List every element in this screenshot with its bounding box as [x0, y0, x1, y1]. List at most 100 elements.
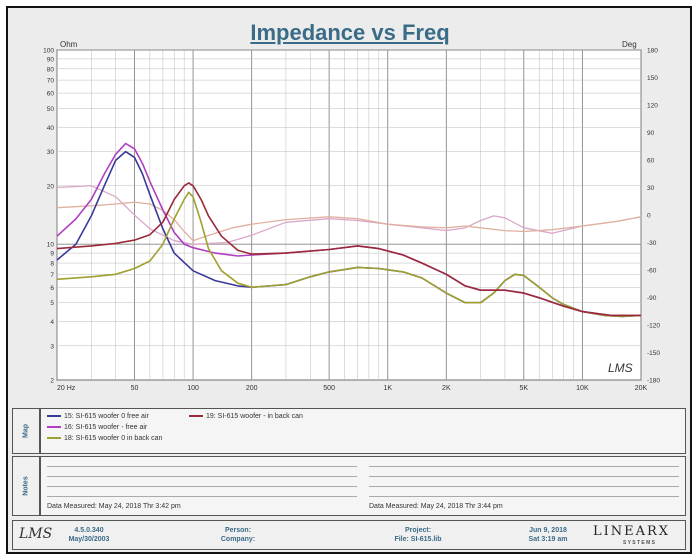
y-right-tick-label: -60: [647, 268, 657, 275]
chart-title: Impedance vs Freq: [250, 20, 450, 45]
person-label: Person:: [224, 527, 252, 534]
x-tick-labels: 20 Hz 50 100 200 500 1K 2K 5K 10K 20K: [57, 385, 648, 392]
note-line: [369, 496, 679, 497]
y-left-tick-label: 100: [43, 48, 54, 55]
plot-area: [56, 49, 642, 381]
impedance-plot: 20 Hz 50 100 200 500 1K 2K 5K 10K 20K 10090807060…: [43, 48, 660, 393]
legend-label: 18: SI-615 woofer 0 in back can: [64, 435, 163, 442]
x-tick-label: 1K: [383, 385, 392, 392]
plot-watermark: LMS: [608, 361, 633, 375]
x-tick-label: 500: [323, 385, 335, 392]
lms-logo: LMS: [19, 526, 53, 542]
x-tick-label: 50: [131, 385, 139, 392]
legend-item[interactable]: 19: SI-615 woofer - in back can: [189, 413, 303, 420]
y-left-tick-label: 70: [47, 78, 55, 85]
y-right-unit: Deg: [622, 40, 637, 49]
x-tick-label: 20 Hz: [57, 385, 76, 392]
y-right-tick-label: 90: [647, 130, 655, 137]
y-left-tick-label: 40: [47, 125, 55, 132]
legend-label: 15: SI-615 woofer 0 free air: [64, 413, 149, 420]
legend-swatch: [189, 415, 203, 418]
y-left-tick-label: 20: [47, 183, 55, 190]
legend-swatch: [47, 415, 61, 418]
note-line: [369, 466, 679, 467]
linearx-sub: S Y S T E M S: [622, 540, 656, 546]
y-left-tick-label: 10: [47, 242, 55, 249]
footer-bar: LMS 4.5.0.340 May/30/2003 Person: Compan…: [12, 520, 686, 550]
company-label: Company:: [220, 536, 256, 543]
y-left-tick-label: 30: [47, 149, 55, 156]
legend-swatch: [47, 426, 61, 429]
note-line: [47, 466, 357, 467]
y-left-unit: Ohm: [60, 40, 78, 49]
y-left-tick-label: 50: [47, 106, 55, 113]
y-right-tick-label: -180: [647, 378, 660, 385]
x-tick-label: 10K: [576, 385, 589, 392]
version-number: 4.5.0.340: [74, 527, 104, 534]
x-tick-label: 20K: [635, 385, 648, 392]
map-side-label: Map: [22, 424, 30, 438]
y-right-tick-label: -90: [647, 295, 657, 302]
footer-time: Sat 3:19 am: [528, 536, 568, 543]
y-left-tick-label: 3: [50, 343, 54, 350]
x-tick-label: 200: [246, 385, 258, 392]
y-left-tick-label: 4: [50, 319, 54, 326]
y-left-tick-label: 2: [50, 378, 54, 385]
y-left-tick-label: 9: [50, 251, 54, 258]
notes-side-tab: Notes: [12, 456, 40, 516]
version-date: May/30/2003: [68, 536, 110, 543]
legend-label: 19: SI-615 woofer - in back can: [206, 413, 303, 420]
y-left-tick-label: 6: [50, 285, 54, 292]
person-block: Person: Company:: [203, 526, 273, 544]
y-right-tick-label: 120: [647, 103, 658, 110]
y-right-tick-label: 150: [647, 75, 658, 82]
y-right-tick-label: -30: [647, 240, 657, 247]
version-block: 4.5.0.340 May/30/2003: [59, 526, 119, 544]
y-left-tick-label: 7: [50, 272, 54, 279]
y-left-tick-label: 5: [50, 300, 54, 307]
legend-item[interactable]: 18: SI-615 woofer 0 in back can: [47, 435, 162, 442]
y-left-tick-label: 8: [50, 261, 54, 268]
y-right-tick-labels: 180 150 120 90 60 30 0 -30 -60 -90 -120 -150 -180: [647, 48, 660, 385]
y-right-tick-label: 0: [647, 213, 651, 220]
project-block: Project: File: SI-615.lib: [373, 526, 463, 544]
x-tick-label: 2K: [442, 385, 451, 392]
y-right-tick-label: 60: [647, 158, 655, 165]
note-line: [47, 496, 357, 497]
grid: [56, 49, 642, 381]
y-left-tick-label: 60: [47, 91, 55, 98]
x-tick-label: 100: [187, 385, 199, 392]
file-label: File: SI-615.lib: [394, 536, 442, 543]
footer-date: Jun 9, 2018: [529, 527, 567, 534]
y-left-tick-label: 90: [47, 56, 55, 63]
curves: [56, 142, 642, 318]
notes-panel: Data Measured: May 24, 2018 Thr 3:42 pm …: [40, 456, 686, 516]
notes-side-label: Notes: [22, 476, 30, 496]
legend-label: 16: SI-615 woofer - free air: [64, 424, 148, 431]
note-line: [369, 476, 679, 477]
note-line: [47, 476, 357, 477]
linearx-logo: LINEARX: [593, 524, 671, 539]
legend-item[interactable]: 15: SI-615 woofer 0 free air: [47, 413, 149, 420]
y-right-tick-label: -120: [647, 323, 660, 330]
legend-item[interactable]: 16: SI-615 woofer - free air: [47, 424, 147, 431]
y-left-tick-label: 80: [47, 66, 55, 73]
measured-left: Data Measured: May 24, 2018 Thr 3:42 pm: [47, 503, 181, 510]
date-block: Jun 9, 2018 Sat 3:19 am: [513, 526, 583, 544]
series-line: [56, 182, 641, 317]
note-line: [47, 486, 357, 487]
series-line: [56, 185, 642, 245]
project-label: Project:: [404, 527, 432, 534]
y-right-tick-label: 180: [647, 48, 658, 55]
measured-right: Data Measured: May 24, 2018 Thr 3:44 pm: [369, 503, 503, 510]
note-line: [369, 486, 679, 487]
legend-swatch: [47, 437, 61, 440]
map-side-tab: Map: [12, 408, 40, 454]
y-right-tick-label: 30: [647, 185, 655, 192]
y-right-tick-label: -150: [647, 350, 660, 357]
map-panel: 15: SI-615 woofer 0 free air 16: SI-615 …: [40, 408, 686, 454]
series-line: [56, 191, 642, 318]
x-tick-label: 5K: [520, 385, 529, 392]
